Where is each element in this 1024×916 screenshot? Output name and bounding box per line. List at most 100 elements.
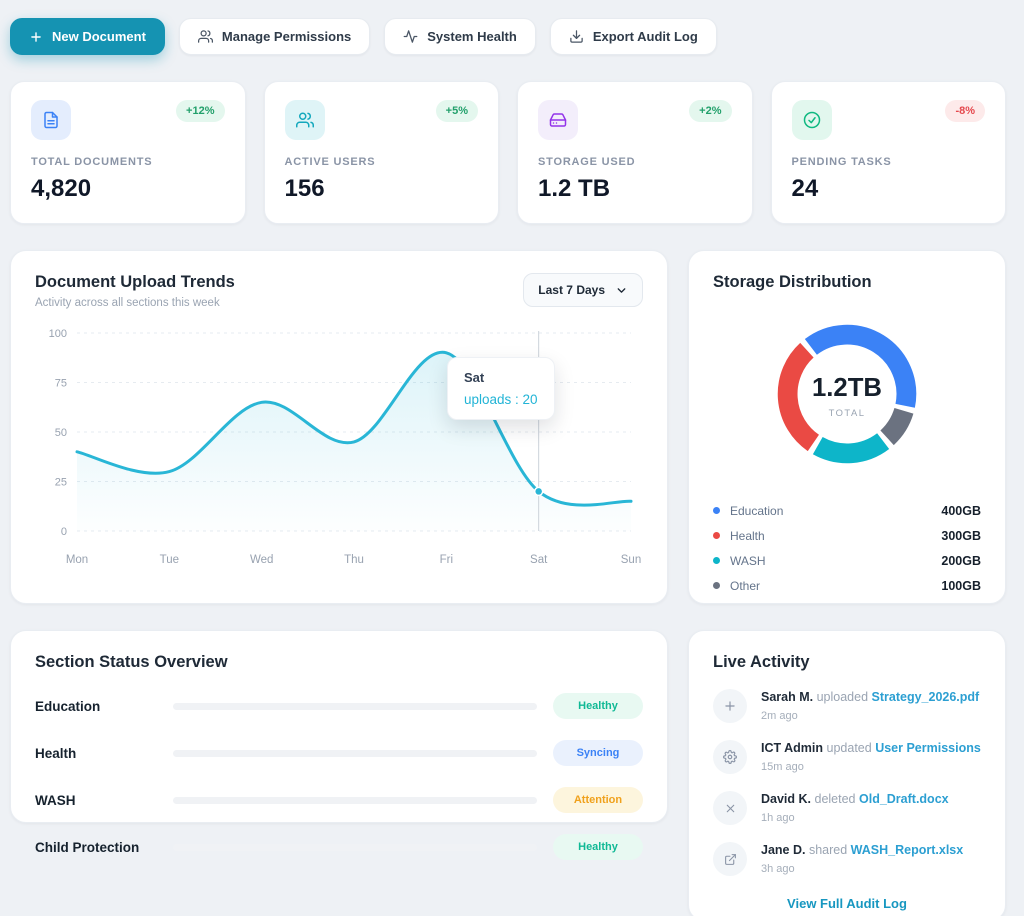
activity-target-link[interactable]: WASH_Report.xlsx (850, 843, 964, 857)
activity-user: Sarah M. (761, 690, 814, 704)
legend-row: Other 100GB (713, 573, 981, 598)
stat-label: PENDING TASKS (791, 156, 892, 168)
activity-user: ICT Admin (761, 741, 824, 755)
activity-item: ICT Admin updated User Permissions 15m a… (713, 740, 981, 774)
stat-card-active-users: +5% ACTIVE USERS 156 (263, 81, 499, 224)
section-row-wash: WASH Attention (35, 787, 643, 813)
status-badge: Healthy (553, 693, 643, 719)
delta-badge: -8% (945, 100, 985, 122)
progress-bar (173, 796, 537, 804)
tooltip-value: uploads : 20 (464, 392, 538, 407)
activity-item: Jane D. shared WASH_Report.xlsx 3h ago (713, 842, 981, 876)
section-status-title: Section Status Overview (35, 653, 228, 671)
section-name: WASH (35, 792, 76, 808)
legend-dot-education (713, 507, 720, 514)
stat-label: STORAGE USED (538, 156, 636, 168)
stat-value: 1.2 TB (538, 175, 611, 202)
delta-badge: +12% (176, 100, 225, 122)
legend-row: WASH 200GB (713, 548, 981, 573)
stat-card-total-documents: +12% TOTAL DOCUMENTS 4,820 (10, 81, 246, 224)
legend-value: 200GB (941, 553, 981, 568)
svg-text:Mon: Mon (66, 554, 88, 566)
line-chart-canvas[interactable]: 0 25 50 75 100 Mon Tue Wed Thu Fri Sat Sun (35, 319, 643, 576)
progress-bar (173, 843, 537, 851)
status-badge: Attention (553, 787, 643, 813)
range-selector[interactable]: Last 7 Days (523, 273, 643, 307)
new-document-label: New Document (52, 29, 146, 44)
stat-label: ACTIVE USERS (284, 156, 376, 168)
activity-time: 1h ago (761, 811, 795, 824)
legend-dot-health (713, 532, 720, 539)
activity-action: updated (826, 741, 872, 755)
export-audit-log-button[interactable]: Export Audit Log (549, 18, 717, 55)
activity-target-link[interactable]: Strategy_2026.pdf (871, 690, 980, 704)
section-row-child-protection: Child Protection Healthy (35, 834, 643, 860)
users-icon (284, 100, 325, 140)
section-row-education: Education Healthy (35, 693, 643, 719)
svg-text:TOTAL: TOTAL (829, 407, 866, 418)
view-full-audit-log-link[interactable]: View Full Audit Log (787, 896, 907, 911)
toolbar: New Document Manage Permissions System H… (0, 0, 1024, 65)
new-document-button[interactable]: New Document (10, 18, 165, 55)
system-health-label: System Health (427, 29, 517, 44)
svg-text:0: 0 (61, 526, 67, 538)
section-name: Health (35, 745, 77, 761)
upload-trends-card: Document Upload Trends Activity across a… (10, 250, 668, 604)
upload-trends-title: Document Upload Trends (35, 273, 235, 291)
external-link-icon (713, 842, 747, 876)
legend-label: Health (730, 528, 765, 543)
legend-dot-other (713, 582, 720, 589)
svg-text:Thu: Thu (344, 554, 364, 566)
progress-bar (173, 702, 537, 710)
hard-drive-icon (538, 100, 578, 140)
section-name: Child Protection (35, 839, 140, 855)
storage-distribution-card: Storage Distribution 1.2TB TOTAL Educatio… (688, 250, 1006, 604)
donut-chart: 1.2TB TOTAL (713, 300, 981, 488)
svg-text:Fri: Fri (440, 554, 453, 566)
stats-row: +12% TOTAL DOCUMENTS 4,820 +5% ACTIVE US… (10, 81, 1006, 224)
legend-label: Other (730, 578, 761, 593)
section-name: Education (35, 698, 101, 714)
stat-label: TOTAL DOCUMENTS (31, 156, 153, 168)
svg-text:Sat: Sat (530, 554, 548, 566)
stat-value: 24 (791, 175, 819, 202)
svg-text:100: 100 (49, 328, 67, 340)
check-circle-icon (791, 100, 832, 140)
activity-time: 15m ago (761, 760, 804, 773)
activity-time: 2m ago (761, 709, 798, 722)
activity-user: David K. (761, 792, 812, 806)
svg-text:25: 25 (55, 477, 67, 489)
activity-user: Jane D. (761, 843, 806, 857)
download-icon (569, 29, 584, 44)
manage-permissions-label: Manage Permissions (221, 29, 352, 44)
svg-text:Tue: Tue (160, 554, 179, 566)
legend-value: 400GB (941, 503, 981, 518)
activity-action: deleted (814, 792, 856, 806)
activity-target-link[interactable]: Old_Draft.docx (859, 792, 949, 806)
progress-bar (173, 749, 537, 757)
storage-legend: Education 400GB Health 300GB WASH 200GB … (713, 498, 981, 598)
stat-card-pending-tasks: -8% PENDING TASKS 24 (770, 81, 1006, 224)
svg-text:Wed: Wed (250, 554, 273, 566)
activity-item: Sarah M. uploaded Strategy_2026.pdf 2m a… (713, 689, 981, 723)
activity-target-link[interactable]: User Permissions (875, 741, 981, 755)
legend-value: 100GB (941, 578, 981, 593)
system-health-button[interactable]: System Health (384, 18, 536, 55)
legend-value: 300GB (941, 528, 981, 543)
svg-text:75: 75 (55, 378, 67, 390)
legend-label: WASH (730, 553, 766, 568)
stat-value: 4,820 (31, 175, 92, 202)
manage-permissions-button[interactable]: Manage Permissions (178, 18, 371, 55)
stat-value: 156 (284, 175, 325, 202)
activity-action: shared (808, 843, 848, 857)
range-selector-value: Last 7 Days (538, 283, 605, 297)
live-activity-title: Live Activity (713, 653, 810, 671)
live-activity-card: Live Activity Sarah M. uploaded Strategy… (688, 630, 1006, 916)
upload-trends-subtitle: Activity across all sections this week (35, 297, 220, 309)
activity-item: David K. deleted Old_Draft.docx 1h ago (713, 791, 981, 825)
users-icon (197, 29, 213, 44)
gear-icon (713, 740, 747, 774)
legend-dot-wash (713, 557, 720, 564)
delta-badge: +2% (689, 100, 732, 122)
delta-badge: +5% (435, 100, 478, 122)
